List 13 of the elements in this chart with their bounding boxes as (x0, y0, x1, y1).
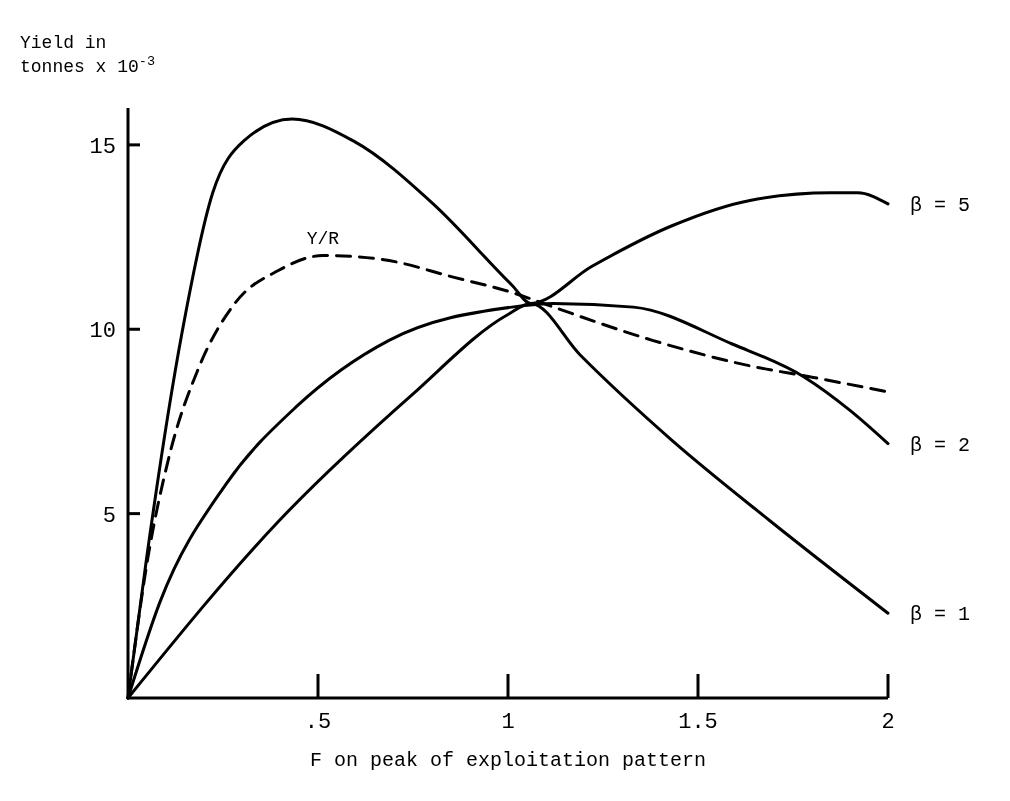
x-axis-title: F on peak of exploitation pattern (309, 749, 707, 772)
series-label: Y/R (306, 228, 340, 249)
series-label: β = 2 (910, 433, 971, 457)
x-tick-label: 2 (881, 710, 895, 735)
y-tick-label: 10 (89, 319, 116, 345)
y-tick-label: 5 (102, 503, 116, 529)
series-label: β = 1 (910, 603, 971, 627)
x-tick-label: .5 (304, 710, 332, 735)
x-tick-label: 1 (501, 710, 515, 735)
series-label: β = 5 (910, 193, 971, 217)
y-tick-label: 15 (89, 134, 116, 160)
x-tick-label: 1.5 (678, 710, 718, 735)
y-axis-title: Yield in tonnes x 10$^{-3}$ (20, 33, 156, 77)
